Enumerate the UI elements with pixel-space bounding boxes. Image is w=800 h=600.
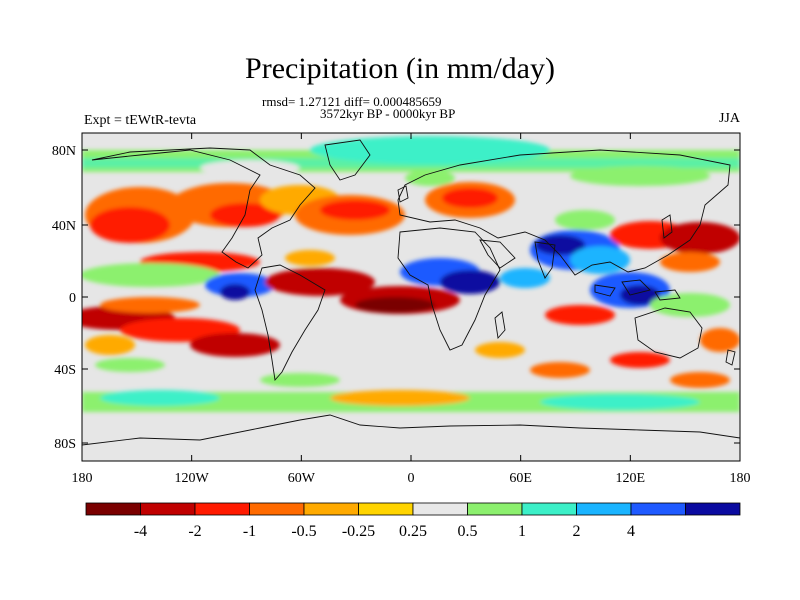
- x-tick-label: 60E: [509, 471, 532, 486]
- colorbar-label: -2: [188, 523, 201, 540]
- y-axis: 80N 40N 0 40S 80S: [52, 144, 740, 452]
- colorbar-label: 2: [573, 523, 581, 540]
- colorbar-swatch: [140, 502, 196, 516]
- colorbar-swatch: [685, 502, 741, 516]
- colorbar-swatch: [249, 502, 305, 516]
- y-tick-label: 40N: [52, 219, 76, 234]
- x-tick-label: 60W: [288, 471, 316, 486]
- y-tick-label: 0: [69, 291, 76, 306]
- y-tick-label: 80S: [54, 437, 76, 452]
- colorbar-label: 4: [627, 523, 635, 540]
- colorbar-swatch: [521, 502, 577, 516]
- colorbar-label: 0.25: [399, 523, 427, 540]
- colorbar-label: 0.5: [458, 523, 478, 540]
- colorbar-label: -0.25: [342, 523, 375, 540]
- y-tick-label: 80N: [52, 144, 76, 159]
- x-tick-label: 120E: [616, 471, 646, 486]
- colorbar-swatch: [467, 502, 523, 516]
- plot-title: Precipitation (in mm/day): [245, 52, 555, 85]
- x-tick-label: 180: [72, 471, 93, 486]
- colorbar-label: -1: [243, 523, 256, 540]
- coastlines: [82, 139, 740, 446]
- x-axis: 180 120W 60W 0 60E 120E 180: [72, 133, 751, 486]
- experiment-label: Expt = tEWtR-tevta: [84, 113, 197, 128]
- season-label: JJA: [718, 111, 740, 126]
- colorbar-swatch: [85, 502, 141, 516]
- colorbar-label: -0.5: [291, 523, 316, 540]
- colorbar-swatch: [412, 502, 468, 516]
- x-tick-label: 120W: [175, 471, 210, 486]
- colorbar-swatch: [576, 502, 632, 516]
- colorbar-label: -4: [134, 523, 147, 540]
- stats-line: rmsd= 1.27121 diff= 0.000485659: [262, 94, 442, 109]
- colorbar-swatch: [303, 502, 359, 516]
- colorbar: -4 -2 -1 -0.5 -0.25 0.25 0.5 1 2 4: [85, 502, 741, 540]
- colorbar-swatch: [194, 502, 250, 516]
- colorbar-swatch: [358, 502, 414, 516]
- x-tick-label: 0: [408, 471, 415, 486]
- y-tick-label: 40S: [54, 363, 76, 378]
- period-line: 3572kyr BP - 0000kyr BP: [320, 106, 456, 121]
- colorbar-swatch: [630, 502, 686, 516]
- precipitation-field: [82, 136, 740, 412]
- colorbar-label: 1: [518, 523, 526, 540]
- x-tick-label: 180: [730, 471, 751, 486]
